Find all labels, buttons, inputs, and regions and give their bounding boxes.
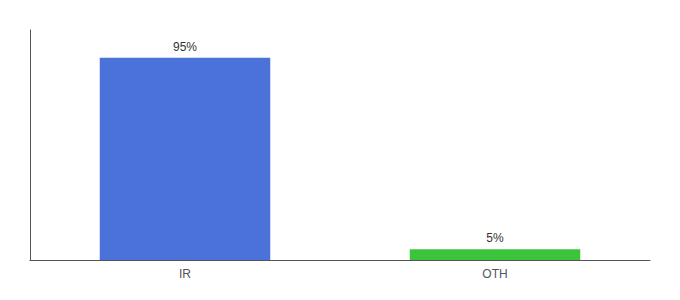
svg-text:5%: 5%: [486, 231, 504, 245]
svg-text:OTH: OTH: [482, 267, 507, 281]
svg-text:95%: 95%: [173, 40, 197, 54]
svg-text:IR: IR: [179, 267, 191, 281]
